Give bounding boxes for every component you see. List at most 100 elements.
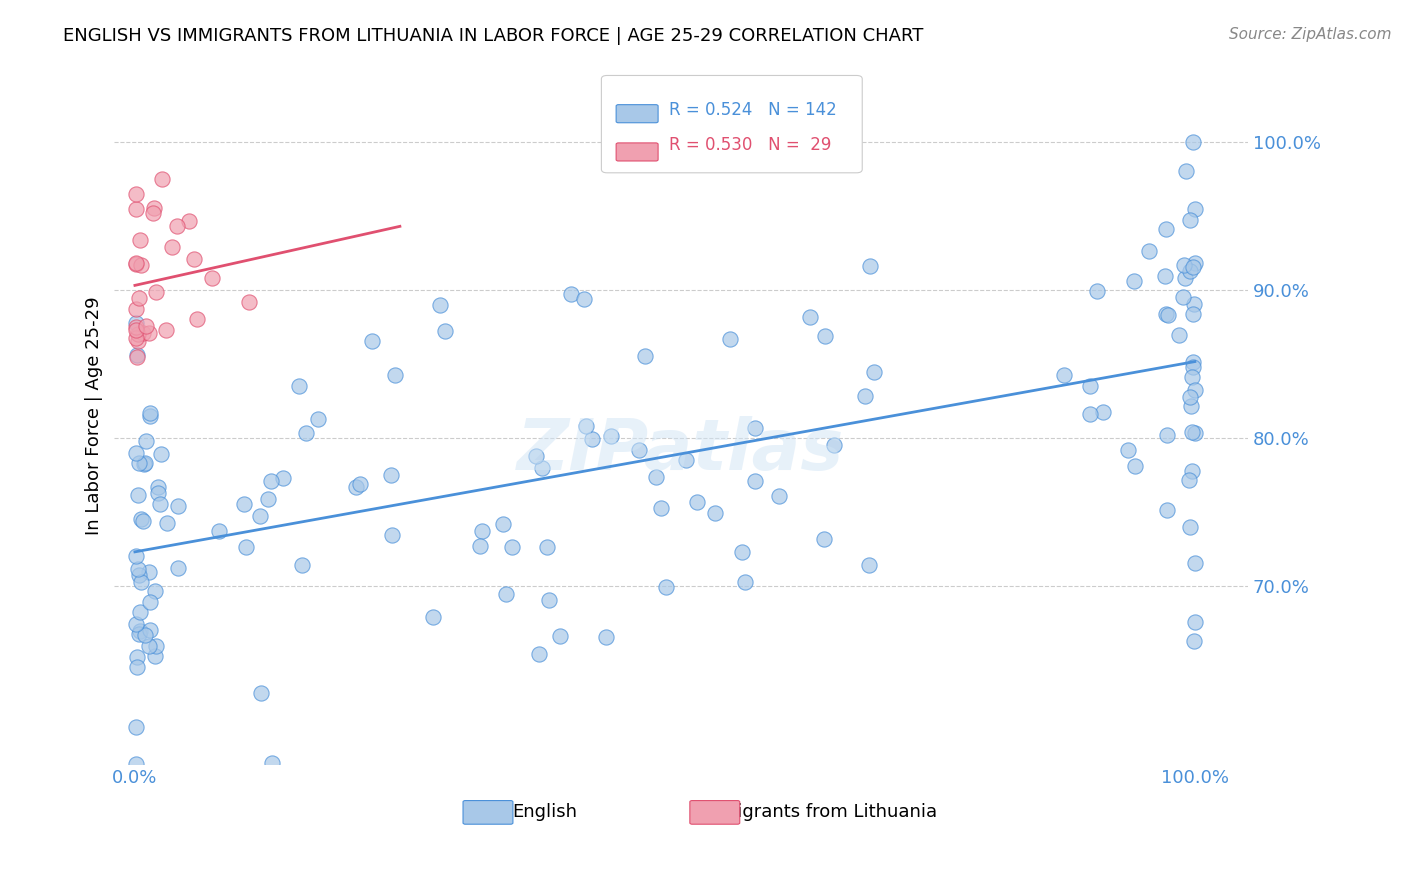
Point xyxy=(135,319,157,334)
Point xyxy=(125,756,148,771)
Point xyxy=(257,491,280,506)
Point xyxy=(650,500,672,515)
Point xyxy=(135,434,157,449)
Point xyxy=(132,326,155,341)
Point xyxy=(307,412,329,426)
Point xyxy=(1178,474,1201,488)
Point xyxy=(859,260,882,274)
Point xyxy=(179,213,201,227)
Point xyxy=(595,630,617,644)
Point xyxy=(744,421,766,435)
Point xyxy=(1078,408,1101,422)
Point xyxy=(550,630,572,644)
Point xyxy=(1154,268,1177,283)
Point xyxy=(129,605,152,619)
Point xyxy=(233,497,256,511)
Point xyxy=(349,476,371,491)
Text: English: English xyxy=(512,804,578,822)
Point xyxy=(129,258,152,272)
Point xyxy=(1157,308,1180,322)
Point xyxy=(235,540,257,554)
Point xyxy=(495,587,517,601)
Point xyxy=(139,595,162,609)
Point xyxy=(249,508,271,523)
Text: R = 0.524   N = 142: R = 0.524 N = 142 xyxy=(669,101,837,120)
Point xyxy=(262,756,284,770)
Point xyxy=(1180,519,1202,533)
Point xyxy=(344,480,367,494)
Point xyxy=(1184,426,1206,441)
Point xyxy=(139,409,162,423)
Point xyxy=(134,628,156,642)
Point xyxy=(127,660,149,674)
Point xyxy=(501,540,523,554)
Point xyxy=(492,517,515,532)
Point xyxy=(1184,202,1206,216)
Point xyxy=(675,453,697,467)
Point xyxy=(125,317,148,331)
Point xyxy=(731,545,754,559)
Point xyxy=(471,524,494,538)
Point xyxy=(1123,458,1146,473)
Point xyxy=(1156,503,1178,517)
Point xyxy=(823,437,845,451)
Point xyxy=(1184,383,1206,397)
Point xyxy=(125,720,148,734)
Point xyxy=(1182,296,1205,310)
Point xyxy=(1173,290,1195,304)
Point xyxy=(1181,308,1204,322)
Point xyxy=(125,256,148,270)
Point xyxy=(1173,258,1195,272)
Point xyxy=(863,365,886,379)
Point xyxy=(361,334,384,348)
Point xyxy=(129,512,152,526)
Point xyxy=(422,609,444,624)
Point xyxy=(572,292,595,306)
Point xyxy=(1174,271,1197,285)
FancyBboxPatch shape xyxy=(463,801,513,824)
Point xyxy=(1092,404,1115,418)
Point xyxy=(1182,260,1205,275)
Point xyxy=(128,568,150,582)
Point xyxy=(138,624,160,638)
Point xyxy=(238,295,260,310)
Point xyxy=(208,524,231,538)
Point xyxy=(1154,307,1177,321)
Point xyxy=(530,461,553,475)
Point xyxy=(142,206,165,220)
Text: ZIPatlas: ZIPatlas xyxy=(517,417,845,485)
Point xyxy=(560,286,582,301)
Point xyxy=(1118,442,1140,457)
Point xyxy=(125,650,148,665)
Point xyxy=(744,474,766,488)
Point xyxy=(384,368,406,382)
Point xyxy=(1181,425,1204,440)
Point xyxy=(132,514,155,528)
Point xyxy=(250,686,273,700)
Point xyxy=(291,558,314,572)
Point xyxy=(129,624,152,638)
Point xyxy=(538,592,561,607)
Point xyxy=(434,325,457,339)
Point xyxy=(1181,464,1204,478)
Y-axis label: In Labor Force | Age 25-29: In Labor Force | Age 25-29 xyxy=(86,297,103,535)
Point xyxy=(1180,264,1202,278)
Point xyxy=(853,389,876,403)
Point xyxy=(125,348,148,362)
Point xyxy=(628,443,651,458)
Point xyxy=(138,565,160,579)
Point xyxy=(858,558,880,573)
Point xyxy=(814,329,837,343)
Point xyxy=(128,627,150,641)
Point xyxy=(536,540,558,554)
Point xyxy=(1078,379,1101,393)
Point xyxy=(125,446,148,460)
Point xyxy=(125,320,148,334)
Point xyxy=(156,516,179,530)
Point xyxy=(143,201,166,215)
Point xyxy=(1181,369,1204,384)
Point xyxy=(527,647,550,661)
Point xyxy=(127,334,149,349)
Point xyxy=(134,456,156,470)
Point xyxy=(146,486,169,500)
